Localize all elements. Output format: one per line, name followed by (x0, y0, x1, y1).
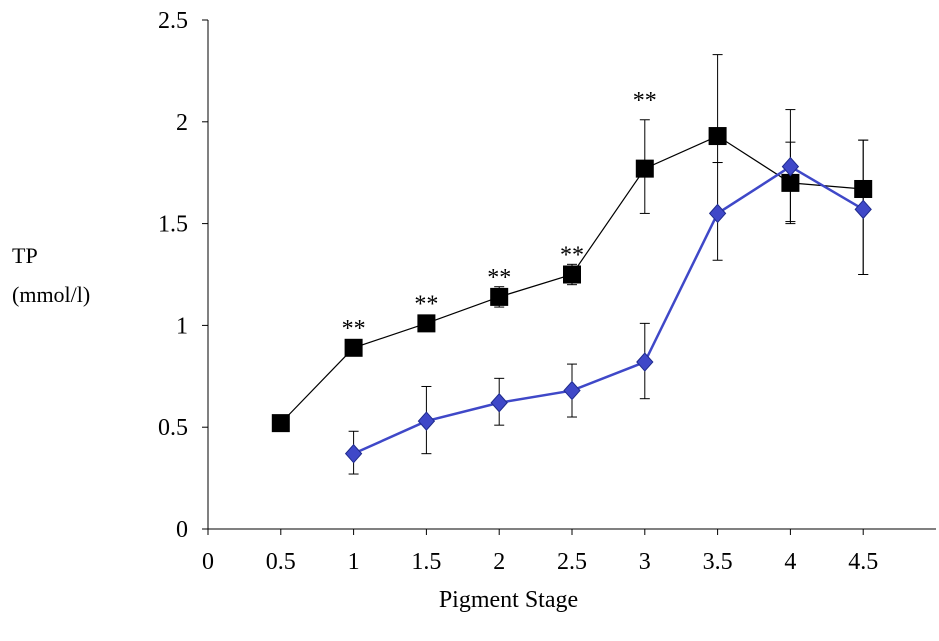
diamond-marker (636, 352, 654, 372)
x-tick-label: 2 (493, 549, 505, 575)
series-line-2 (353, 165, 864, 455)
diamond-marker (708, 203, 727, 224)
x-tick-label: 3.5 (703, 549, 733, 575)
significance-marker: ** (414, 291, 438, 317)
y-tick-label: 2 (176, 110, 188, 136)
significance-marker: ** (342, 316, 366, 342)
x-tick-label: 1 (348, 549, 360, 575)
square-marker (417, 314, 436, 333)
square-marker (490, 287, 509, 306)
significance-marker: ** (560, 243, 584, 269)
diamond-marker (417, 411, 436, 431)
x-axis-label: Pigment Stage (438, 587, 579, 613)
y-axis-label-line1: TP (12, 243, 38, 268)
y-tick-label: 1.5 (158, 212, 188, 238)
x-tick-label: 4 (784, 549, 796, 575)
x-tick-label: 0 (202, 549, 214, 575)
significance-annotations: ** ** ** ** ** (342, 88, 657, 342)
significance-marker: ** (633, 88, 657, 114)
y-tick-label: 1 (176, 313, 188, 339)
y-axis-label-line2: (mmol/l) (12, 282, 91, 307)
series-markers (271, 127, 873, 464)
diamond-marker (563, 380, 581, 401)
square-marker (344, 338, 363, 357)
diamond-marker (854, 199, 872, 220)
x-tick-label: 4.5 (848, 549, 878, 575)
square-marker (854, 179, 873, 198)
square-marker (708, 127, 727, 146)
square-marker (563, 265, 581, 284)
x-tick-label: 1.5 (411, 549, 441, 575)
y-tick-label: 2.5 (158, 8, 188, 34)
y-tick-label: 0.5 (158, 415, 188, 441)
axes (202, 19, 936, 535)
square-marker (271, 414, 290, 433)
diamond-marker (344, 443, 363, 464)
square-marker (781, 173, 800, 192)
y-tick-label: 0 (176, 517, 188, 543)
diamond-marker (781, 156, 800, 177)
significance-marker: ** (487, 265, 511, 291)
tick-labels: 0 0.5 1 1.5 2 2.5 0 0.5 1 1.5 2 2.5 3 3.5 4 4.5 (158, 8, 878, 575)
x-tick-label: 0.5 (266, 549, 296, 575)
diamond-marker (490, 393, 508, 413)
x-tick-label: 2.5 (557, 549, 587, 575)
x-tick-label: 3 (639, 549, 651, 575)
square-marker (635, 159, 654, 178)
